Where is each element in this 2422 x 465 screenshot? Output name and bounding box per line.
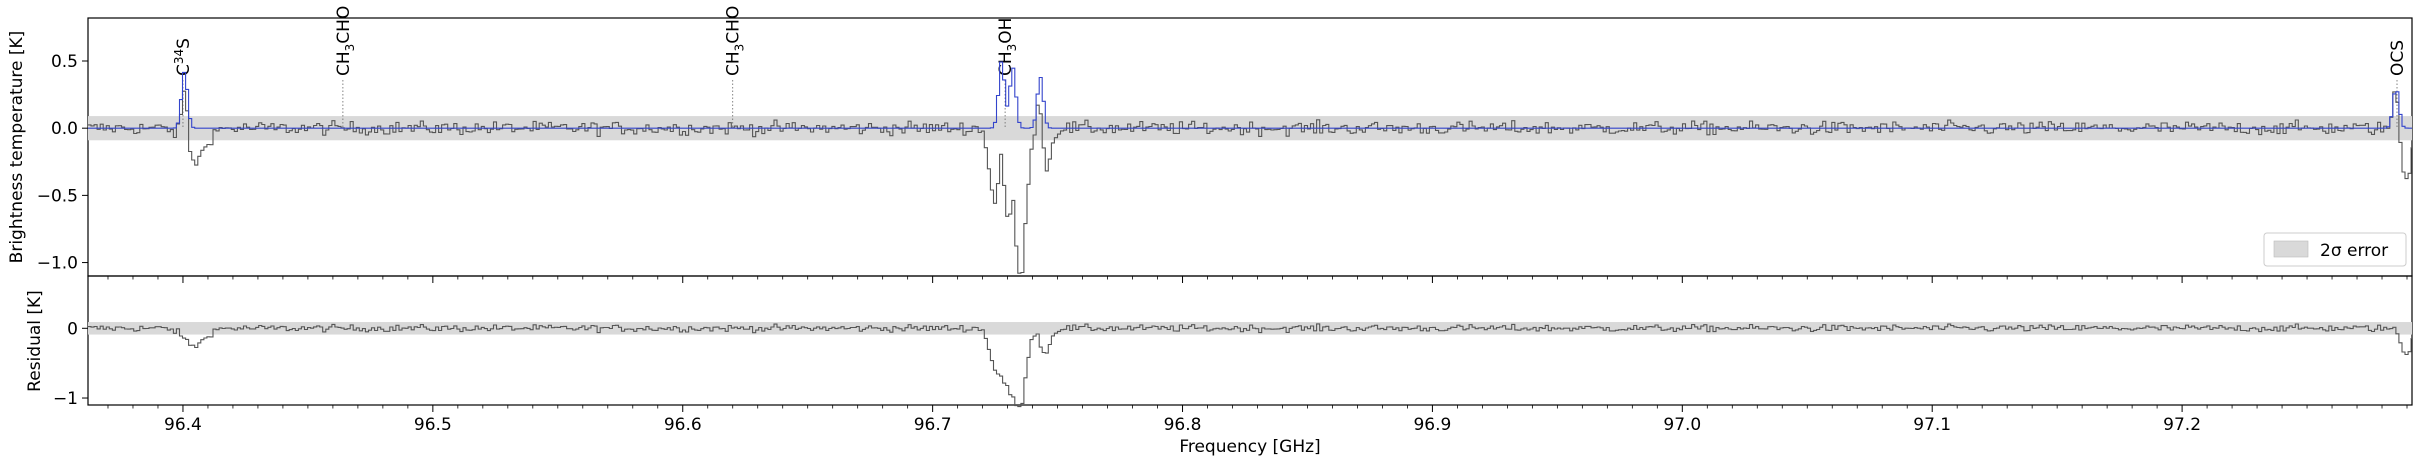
y-tick-label: 0.5 xyxy=(51,52,78,72)
x-tick-label: 96.7 xyxy=(914,415,952,435)
bottom-panel: 0 −1 96.4 96.5 96.6 96.7 96.8 96.9 97.0 97.1 97.2… xyxy=(25,275,2413,435)
line-label: C34S xyxy=(172,38,194,76)
legend-label: 2σ error xyxy=(2320,241,2388,261)
bottom-panel-frame xyxy=(87,275,2413,406)
line-label: OCS xyxy=(2388,40,2408,76)
model-spectrum-line xyxy=(88,61,2412,129)
line-label: CH3CHO xyxy=(724,6,747,76)
bottom-y-axis-title: Residual [K] xyxy=(25,290,45,392)
top-y-axis-title: Brightness temperature [K] xyxy=(7,31,27,264)
top-panel: 0.50.0−0.5−1.0 C34SCH3CHOCH3CHOCH3OHOCS … xyxy=(7,6,2413,283)
y-tick-label: −1 xyxy=(53,389,78,409)
legend-swatch xyxy=(2273,240,2309,258)
legend: 2σ error xyxy=(2263,232,2407,267)
line-labels: C34S CH3CHO CH3CHO CH3OH OCS xyxy=(172,6,2408,129)
x-axis-title: Frequency [GHz] xyxy=(1179,437,1320,457)
x-tick-label: 96.9 xyxy=(1413,415,1451,435)
bottom-x-ticks: 96.4 96.5 96.6 96.7 96.8 96.9 97.0 97.1 97.2 xyxy=(107,405,2408,435)
x-tick-label: 97.1 xyxy=(1913,415,1951,435)
x-tick-label: 96.5 xyxy=(414,415,452,435)
y-tick-label: −1.0 xyxy=(37,254,78,274)
x-tick-label: 96.6 xyxy=(664,415,702,435)
x-tick-label: 97.0 xyxy=(1663,415,1701,435)
x-tick-label: 96.8 xyxy=(1164,415,1202,435)
y-tick-label: −0.5 xyxy=(37,186,78,206)
bottom-y-ticks: 0 −1 xyxy=(53,319,88,409)
observed-spectrum-line xyxy=(88,90,2412,274)
y-tick-label: 0.0 xyxy=(51,119,78,139)
top-x-ticks xyxy=(107,276,2408,283)
residual-spectrum-line xyxy=(88,323,2412,408)
x-tick-label: 97.2 xyxy=(2163,415,2201,435)
y-tick-label: 0 xyxy=(67,319,78,339)
top-y-ticks: 0.5 0.0 −0.5 −1.0 xyxy=(37,52,88,274)
line-label: CH3OH xyxy=(996,18,1019,76)
x-tick-label: 96.4 xyxy=(164,415,202,435)
line-label: CH3CHO xyxy=(334,6,357,76)
top-panel-frame xyxy=(87,17,2413,277)
